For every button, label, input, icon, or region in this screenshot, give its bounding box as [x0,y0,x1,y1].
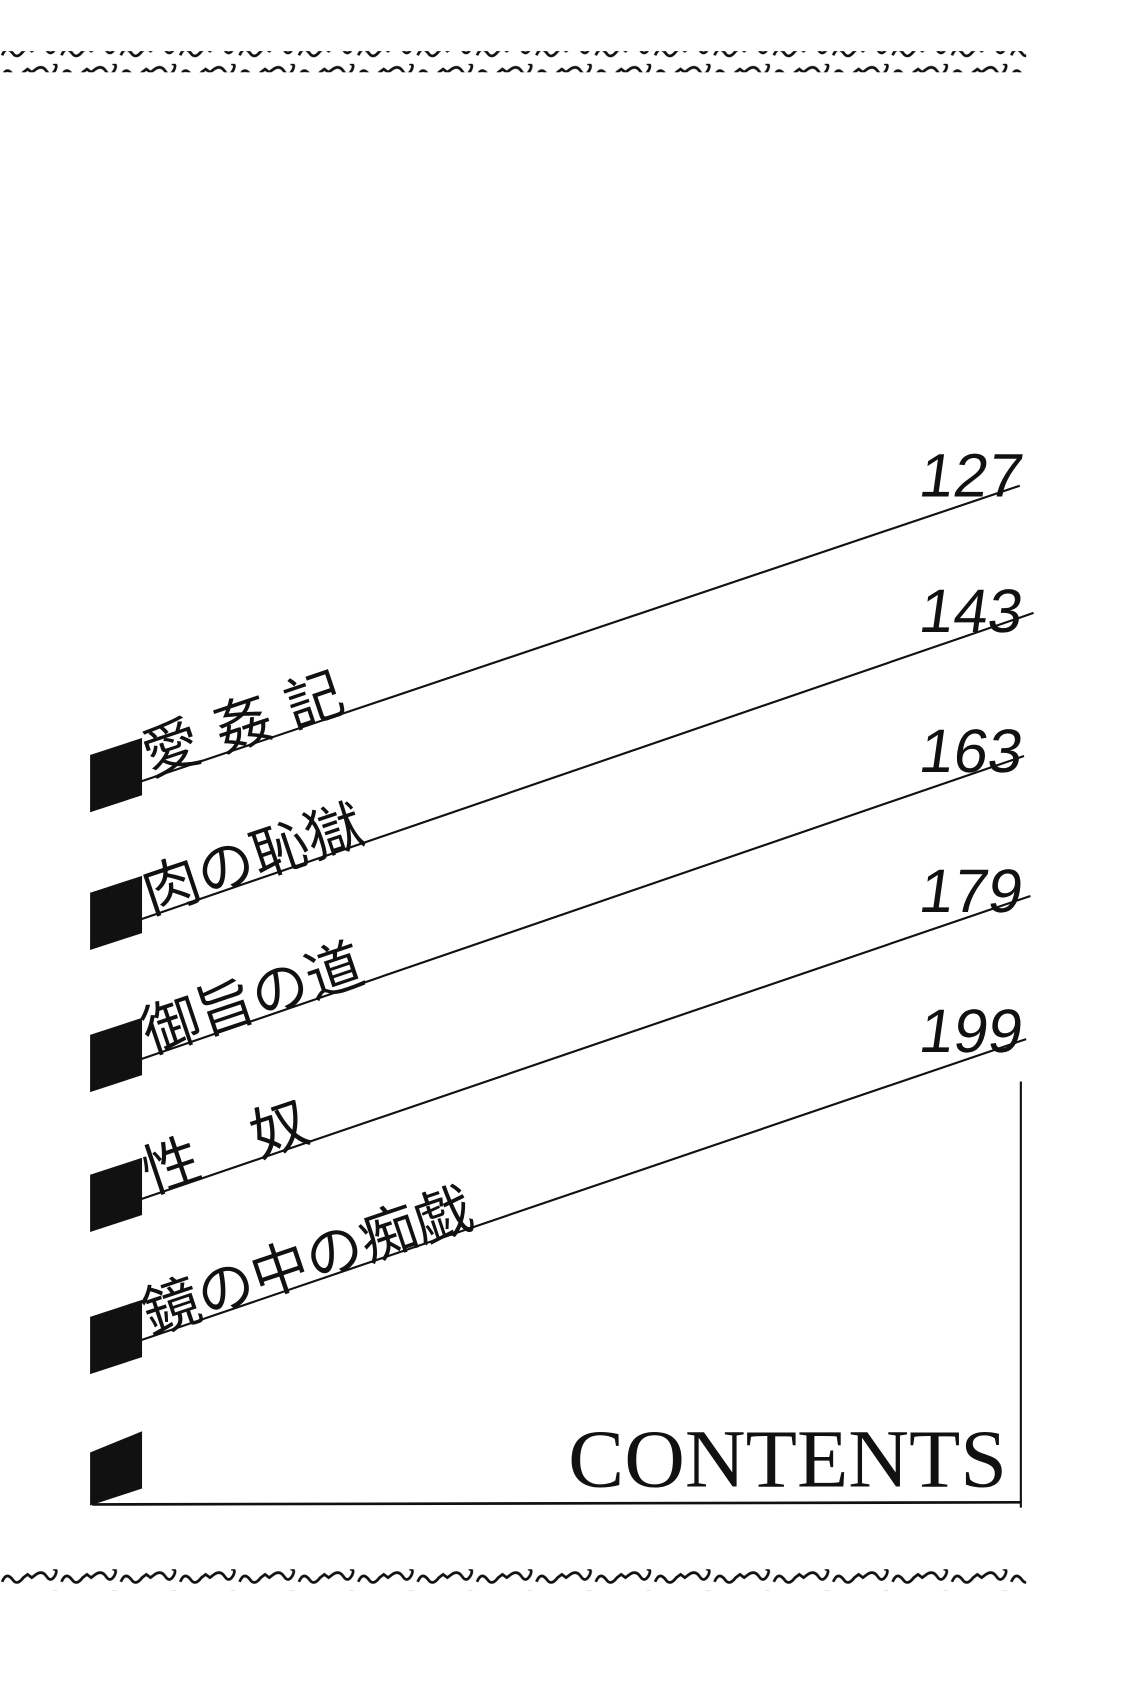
page-number: 179 [915,857,1027,926]
frame-bottom-line [92,1501,1021,1506]
marker-block [90,738,143,813]
leader-line [137,484,1021,784]
leader-line [137,894,1031,1202]
marker-block [90,875,143,951]
entry-title[interactable]: 性 奴 [134,1090,318,1207]
marker-block [90,1431,143,1506]
marker-block [90,1157,143,1233]
page-number: 127 [915,442,1027,511]
top-ornamental-border [0,51,1027,73]
entry-title[interactable]: 肉の恥獄 [134,792,372,928]
leader-line [137,1038,1027,1343]
entry-title[interactable]: 愛 姦 記 [134,661,352,790]
page-number: 199 [915,997,1027,1066]
page-number: 143 [915,577,1027,646]
contents-heading: CONTENTS [568,1412,1007,1504]
entry-title[interactable]: 鏡の中の痴戯 [134,1176,481,1348]
marker-block [90,1299,143,1375]
entry-title[interactable]: 御旨の道 [134,932,372,1068]
leader-line [137,611,1034,922]
bottom-ornamental-border [0,1569,1027,1591]
marker-block [90,1017,143,1093]
page-number: 163 [915,717,1027,786]
leader-line [137,755,1025,1062]
